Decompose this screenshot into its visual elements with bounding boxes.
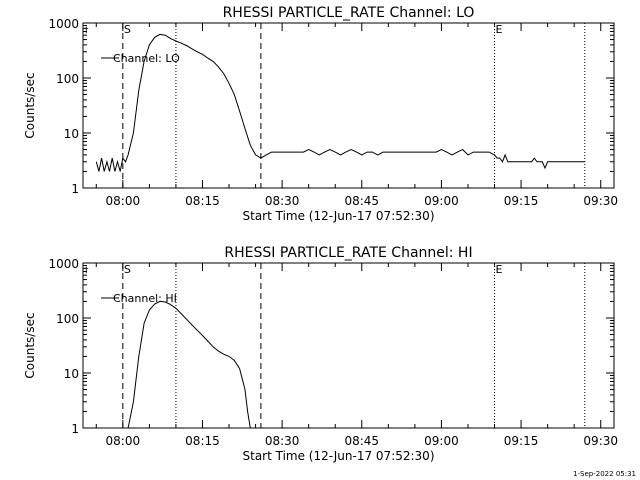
y-tick-label: 100 — [56, 72, 79, 86]
y-tick-label: 1000 — [48, 17, 79, 31]
x-tick-label: 08:00 — [106, 434, 141, 448]
x-tick-label: 09:15 — [504, 194, 539, 208]
x-tick-label: 08:30 — [265, 434, 300, 448]
x-tick-label: 08:00 — [106, 194, 141, 208]
x-tick-label: 09:30 — [583, 194, 618, 208]
x-tick-label: 08:45 — [344, 194, 379, 208]
y-tick-label: 1000 — [48, 257, 79, 271]
plot-frame — [82, 262, 615, 429]
y-tick-label: 1 — [71, 182, 79, 196]
x-tick-label: 08:15 — [185, 194, 220, 208]
chart-title: RHESSI PARTICLE_RATE Channel: HI — [224, 245, 472, 261]
x-tick-label: 09:00 — [424, 194, 459, 208]
event-marker-label: S — [124, 263, 131, 276]
x-tick-label: 08:30 — [265, 194, 300, 208]
event-marker-label: E — [496, 263, 503, 276]
y-axis-label: Counts/sec — [23, 312, 37, 378]
series-line — [95, 33, 585, 172]
x-tick-label: 09:00 — [424, 434, 459, 448]
y-tick-label: 1 — [71, 422, 79, 436]
plot-frame — [82, 22, 615, 189]
event-marker-label: E — [496, 23, 503, 36]
event-marker-label: S — [124, 23, 131, 36]
x-tick-label: 09:30 — [583, 434, 618, 448]
y-tick-label: 10 — [64, 127, 79, 141]
y-tick-label: 100 — [56, 312, 79, 326]
x-axis-label: Start Time (12-Jun-17 07:52:30) — [243, 449, 435, 463]
x-axis-label: Start Time (12-Jun-17 07:52:30) — [243, 209, 435, 223]
lo-channel-chart: RHESSI PARTICLE_RATE Channel: LO Counts/s… — [23, 5, 618, 223]
legend-label: Channel: LO — [113, 52, 180, 65]
axis-corner-glyph: † — [84, 266, 89, 276]
y-tick-label: 10 — [64, 367, 79, 381]
x-tick-label: 08:15 — [185, 434, 220, 448]
y-axis-label: Counts/sec — [23, 72, 37, 138]
date-stamp: 1-Sep-2022 05:31 — [573, 470, 636, 478]
hi-channel-chart: RHESSI PARTICLE_RATE Channel: HI Counts/s… — [23, 245, 618, 463]
series-line — [127, 300, 251, 429]
chart-title: RHESSI PARTICLE_RATE Channel: LO — [223, 5, 475, 21]
axis-corner-glyph: † — [84, 26, 89, 36]
x-tick-label: 08:45 — [344, 434, 379, 448]
x-tick-label: 09:15 — [504, 434, 539, 448]
